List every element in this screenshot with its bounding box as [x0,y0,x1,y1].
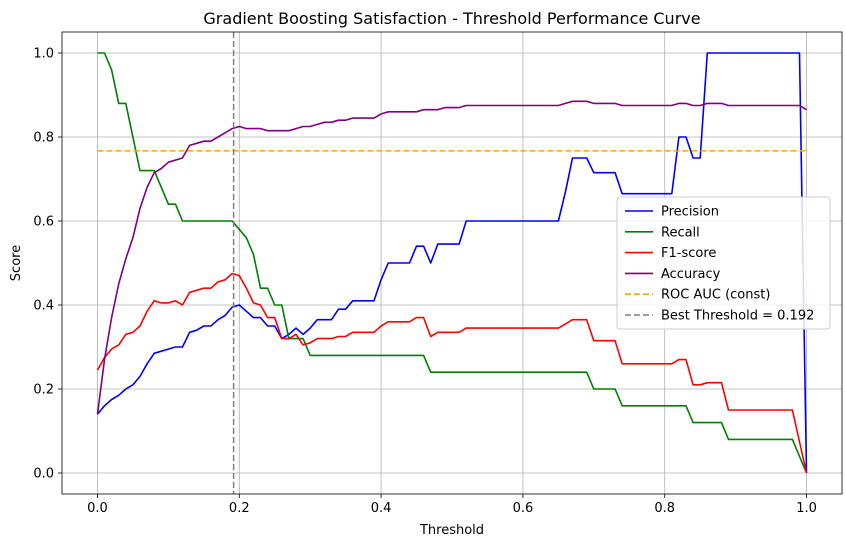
legend: Precision Recall F1-score Accuracy ROC AUC (… [616,196,831,330]
x-tick-label: 1.0 [796,501,817,516]
legend-box [616,196,831,330]
legend-entry: Accuracy [661,267,721,282]
y-tick-label: 0.0 [33,467,54,482]
y-tick-label: 0.8 [33,131,54,146]
plot-frame [61,31,843,495]
legend-entry: Recall [661,225,700,240]
x-tick-label: 0.6 [513,501,534,516]
series-line-f1-score [96,272,808,474]
x-tick-label: 0.4 [371,501,392,516]
y-tick-label: 0.4 [33,299,54,314]
x-axis-label: Threshold [419,523,484,538]
x-tick-label: 0.8 [654,501,675,516]
legend-entry: ROC AUC (const) [661,288,770,303]
series-line-precision [96,52,808,474]
y-axis-label: Score [9,245,24,281]
legend-entry: F1-score [661,246,716,261]
series-line-accuracy [96,100,807,415]
y-tick-label: 0.2 [33,383,54,398]
x-tick-label: 0.2 [229,501,250,516]
y-tick-label: 1.0 [33,47,54,62]
plot-area: 0.0 0.2 0.4 0.6 0.8 1.0 0.0 0.2 0.4 0.6 0.8 1.0 [33,31,843,516]
legend-entry: Best Threshold = 0.192 [661,309,814,324]
x-tick-label: 0.0 [87,501,108,516]
chart-title: Gradient Boosting Satisfaction - Thresho… [203,9,700,28]
legend-entry: Precision [661,205,719,220]
y-tick-label: 0.6 [33,215,54,230]
series-line-recall [97,52,808,474]
